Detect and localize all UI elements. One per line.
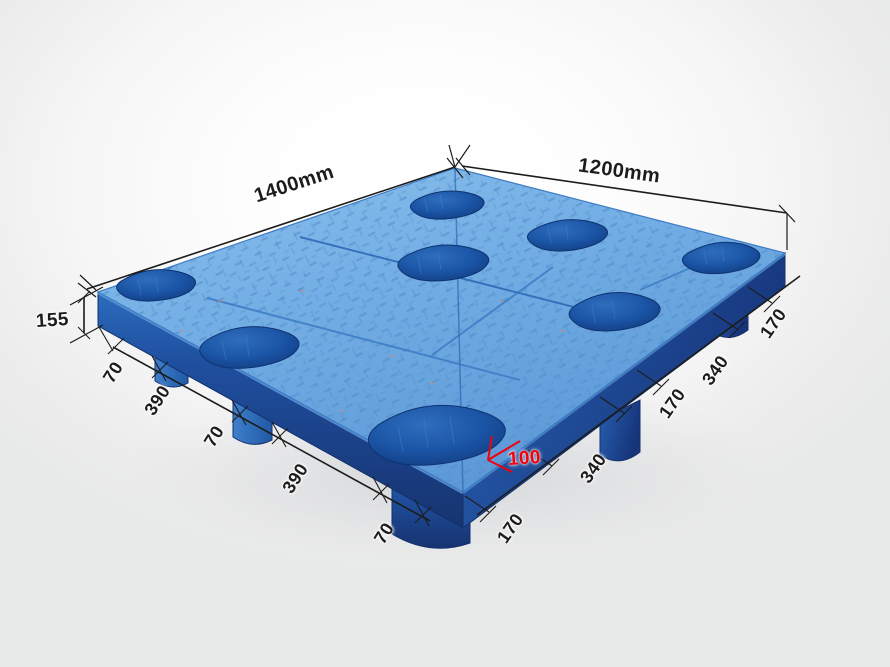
foot-recesses — [116, 190, 761, 466]
dimline-1400 — [77, 144, 471, 298]
dimchain-left — [98, 326, 432, 527]
dimline-1200 — [448, 144, 796, 250]
label-height-155: 155 — [35, 308, 70, 333]
label-thickness-100: 100 — [507, 446, 542, 471]
foot-recess — [410, 190, 485, 220]
foot-recess — [568, 292, 661, 332]
foot-recess — [199, 326, 300, 369]
dimline-100-highlight — [487, 435, 521, 473]
foot-recess — [116, 269, 197, 302]
foot-recess — [681, 241, 761, 275]
dimchain-right — [464, 275, 801, 523]
dimline-155 — [69, 286, 104, 344]
